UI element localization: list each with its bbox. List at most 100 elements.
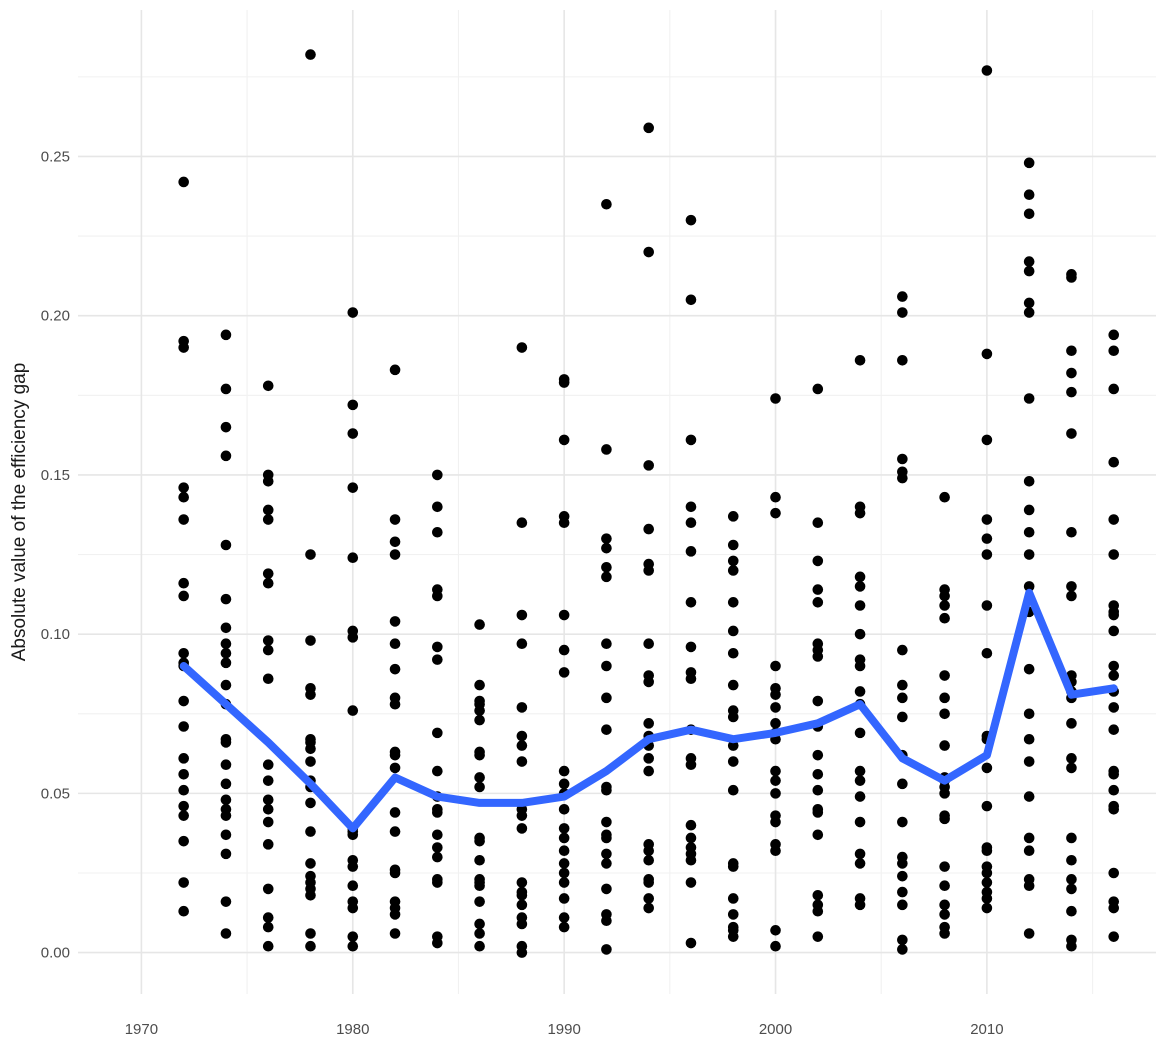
data-point <box>939 928 950 939</box>
data-point <box>389 638 401 650</box>
data-point <box>1023 504 1035 516</box>
data-point <box>1066 590 1077 602</box>
data-point <box>220 810 232 821</box>
data-point <box>178 482 189 493</box>
data-point <box>1066 526 1077 538</box>
data-point <box>770 765 781 777</box>
data-point <box>601 784 612 796</box>
data-point <box>939 861 950 872</box>
data-point <box>1023 845 1035 856</box>
data-point <box>516 918 528 930</box>
data-point <box>1066 753 1077 764</box>
data-point <box>770 689 781 700</box>
data-point <box>601 848 612 860</box>
data-point <box>305 549 316 560</box>
data-point <box>474 679 485 691</box>
data-point <box>897 354 908 366</box>
data-point <box>220 421 232 433</box>
data-point <box>1023 733 1035 745</box>
data-point <box>1066 832 1077 844</box>
data-point <box>812 383 824 395</box>
data-point <box>432 829 443 841</box>
data-point <box>389 749 401 761</box>
data-point <box>897 934 908 946</box>
data-point <box>558 832 570 844</box>
data-point <box>305 940 316 952</box>
data-point <box>643 765 655 777</box>
data-point <box>262 644 274 656</box>
data-point <box>305 797 316 809</box>
data-point <box>1108 383 1120 395</box>
data-point <box>1108 329 1120 341</box>
data-point <box>220 329 232 341</box>
data-point <box>262 804 274 815</box>
data-point <box>643 523 655 535</box>
data-point <box>727 597 739 608</box>
data-point <box>601 571 612 583</box>
data-point <box>685 214 697 226</box>
data-point <box>220 737 232 748</box>
data-point <box>727 647 739 659</box>
data-point <box>474 928 485 939</box>
data-point <box>897 453 908 465</box>
data-point <box>643 676 655 688</box>
data-point <box>389 826 401 837</box>
data-point <box>262 476 274 487</box>
data-point <box>1108 867 1120 879</box>
data-point <box>262 673 274 685</box>
data-point <box>389 762 401 774</box>
data-point <box>897 644 908 656</box>
data-point <box>558 845 570 856</box>
data-point <box>727 679 739 691</box>
data-point <box>981 762 993 774</box>
data-point <box>812 784 824 796</box>
data-point <box>770 718 781 729</box>
data-point <box>770 775 781 786</box>
data-point <box>220 383 232 395</box>
data-point <box>1023 880 1035 892</box>
data-point <box>601 832 612 844</box>
data-point <box>685 434 697 446</box>
data-point <box>1023 189 1035 200</box>
data-point <box>854 571 866 583</box>
data-point <box>516 810 528 821</box>
data-point <box>643 122 655 134</box>
data-point <box>897 778 908 790</box>
data-point <box>897 870 908 882</box>
data-point <box>262 940 274 952</box>
data-point <box>1023 549 1035 560</box>
data-point <box>305 49 316 60</box>
data-point <box>178 590 189 602</box>
data-point <box>474 896 485 907</box>
x-tick-label: 2000 <box>759 1021 792 1038</box>
data-point <box>1066 940 1077 952</box>
x-tick-label: 1990 <box>547 1021 580 1038</box>
tick-label-layer: 1970 1980 1990 2000 2010 0.00 0.05 0.10 0.15 0.20… <box>41 148 1004 1038</box>
data-point <box>262 921 274 933</box>
data-point <box>474 714 485 726</box>
data-point <box>770 940 781 952</box>
x-tick-label: 2010 <box>970 1021 1003 1038</box>
data-point <box>897 816 908 828</box>
data-point <box>305 826 316 837</box>
data-point <box>1066 386 1077 398</box>
data-point <box>178 810 189 821</box>
data-point <box>262 635 274 646</box>
data-point <box>897 711 908 723</box>
data-point <box>347 829 359 841</box>
data-point <box>812 931 824 942</box>
data-point <box>727 555 739 567</box>
data-point <box>601 198 612 210</box>
data-point <box>727 625 739 637</box>
data-point <box>516 877 528 888</box>
data-point <box>812 695 824 707</box>
data-point <box>685 294 697 306</box>
data-point <box>685 854 697 866</box>
data-point <box>854 628 866 640</box>
data-point <box>981 514 993 525</box>
data-point <box>854 686 866 697</box>
data-point <box>770 925 781 936</box>
data-point <box>305 756 316 767</box>
y-tick-label: 0.10 <box>41 626 70 643</box>
